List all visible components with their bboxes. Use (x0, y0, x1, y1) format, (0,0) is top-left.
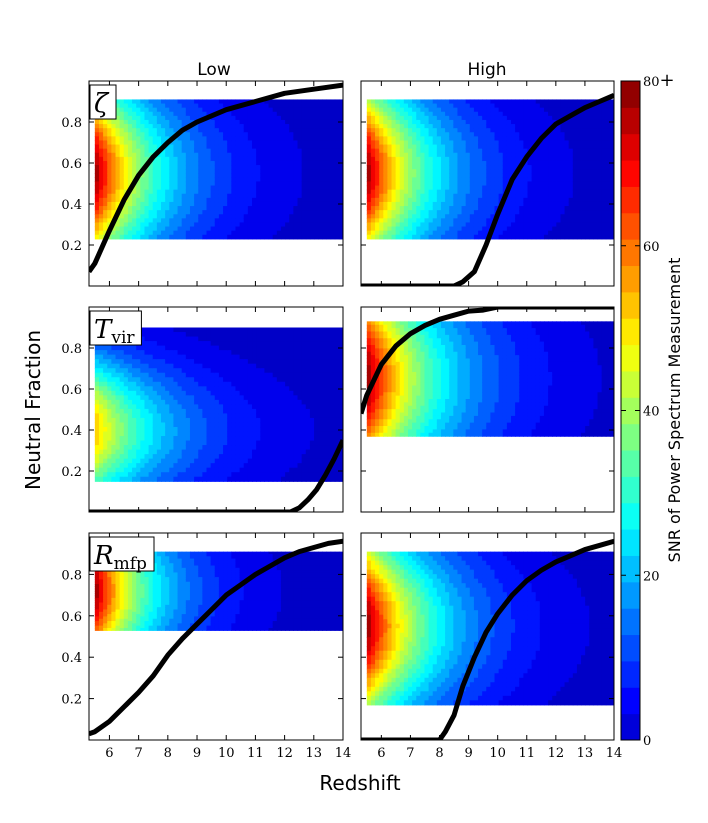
y-tick-label: 0.4 (61, 424, 82, 439)
y-tick-label: 0.8 (61, 568, 82, 583)
y-tick-label: 0.6 (61, 383, 82, 398)
x-tick-label: 9 (193, 746, 201, 761)
colorbar-title: SNR of Power Spectrum Measurement (665, 258, 684, 563)
x-tick-label: 9 (464, 746, 472, 761)
panel-r2-c0: 6 7 8 9 10 11 12 13 14 0.2 0.4 0.6 0.8 Rmfp (61, 532, 352, 761)
parameter-label-r2: Rmfp (89, 536, 155, 574)
colorbar-segment (621, 133, 640, 161)
panel-frame (88, 80, 344, 287)
colorbar-segment (621, 687, 640, 715)
colorbar: 0 20 40 60 80+ (620, 70, 675, 749)
neutral-fraction-curve (361, 307, 614, 415)
column-title-low: Low (197, 60, 231, 80)
colorbar-segment (621, 318, 640, 346)
colorbar-segment (621, 581, 640, 609)
y-tick-label: 0.2 (61, 239, 82, 254)
colorbar-segment (621, 634, 640, 662)
colorbar-tick-label: 40 (643, 405, 660, 420)
panel-frame (88, 532, 344, 741)
x-tick-label: 6 (377, 746, 385, 761)
parameter-label-r1: Tvir (89, 310, 142, 348)
x-tick-label: 7 (134, 746, 142, 761)
neutral-fraction-curve (89, 439, 343, 512)
y-tick-label: 0.8 (61, 116, 82, 131)
y-tick-label: 0.6 (61, 610, 82, 625)
x-tick-label: 14 (606, 746, 623, 761)
colorbar-segment (621, 370, 640, 398)
colorbar-segment (621, 529, 640, 556)
colorbar-segment (621, 476, 640, 504)
y-tick-label: 0.4 (61, 198, 82, 213)
x-tick-label: 7 (406, 746, 414, 761)
x-tick-label: 11 (518, 746, 535, 761)
colorbar-tick-label: 80+ (643, 70, 675, 91)
y-tick-label: 0.2 (61, 693, 82, 708)
colorbar-segment (621, 423, 640, 451)
neutral-fraction-curve (89, 82, 343, 274)
colorbar-segment (621, 555, 640, 583)
x-axis-title: Redshift (319, 771, 400, 795)
parameter-label-r0: ζ (89, 84, 117, 120)
panel-r1-c0: 0.2 0.4 0.6 0.8 Tvir (61, 306, 344, 513)
colorbar-segment (621, 502, 640, 530)
y-tick-label: 0.8 (61, 342, 82, 357)
y-tick-label: 0.2 (61, 465, 82, 480)
y-tick-label: 0.4 (61, 651, 82, 666)
panel-frame (360, 80, 615, 287)
neutral-fraction-curve (89, 538, 343, 737)
svg-text:ζ: ζ (94, 89, 110, 119)
colorbar-segment (621, 450, 640, 477)
y-axis-title: Neutral Fraction (21, 330, 45, 490)
panel-frame (88, 306, 344, 513)
column-title-high: High (467, 60, 506, 80)
panel-frame (360, 532, 615, 741)
x-tick-label: 10 (489, 746, 506, 761)
colorbar-segment (621, 107, 640, 135)
panel-r0-c1 (360, 80, 615, 287)
snr-contour-region (366, 321, 614, 437)
x-tick-label: 8 (164, 746, 172, 761)
panel-r2-c1: 6 7 8 9 10 11 12 13 14 (360, 532, 623, 761)
colorbar-segment (621, 239, 640, 267)
y-tick-label: 0.6 (61, 157, 82, 172)
x-tick-label: 6 (105, 746, 113, 761)
x-tick-label: 12 (548, 746, 565, 761)
colorbar-segment (621, 265, 640, 293)
snr-contour-region (94, 327, 343, 482)
colorbar-segment (621, 212, 640, 240)
snr-contour-region (366, 551, 614, 706)
colorbar-tick-label: 60 (643, 240, 660, 255)
panel-r1-c1 (360, 306, 615, 513)
x-tick-label: 13 (577, 746, 594, 761)
panel-frame (360, 306, 615, 513)
panel-grid: 0.2 0.4 0.6 0.8 ζ 0.2 0.4 0.6 0.8 Tvir 6 7 8 9 10 11 12 1… (61, 80, 623, 761)
colorbar-segment (621, 660, 640, 688)
snr-contour-region (94, 99, 343, 240)
colorbar-segment (621, 344, 640, 372)
x-tick-label: 14 (335, 746, 352, 761)
colorbar-segment (621, 291, 640, 319)
x-tick-label: 11 (247, 746, 264, 761)
neutral-fraction-curve (361, 538, 614, 740)
x-tick-label: 8 (435, 746, 443, 761)
colorbar-segment (621, 397, 640, 425)
colorbar-tick-label: 0 (643, 734, 651, 749)
panel-r0-c0: 0.2 0.4 0.6 0.8 ζ (61, 80, 344, 287)
x-tick-label: 10 (218, 746, 235, 761)
colorbar-segment (621, 186, 640, 214)
x-tick-label: 12 (276, 746, 293, 761)
neutral-fraction-curve (361, 93, 614, 286)
colorbar-segment (621, 160, 640, 187)
colorbar-segment (621, 81, 640, 108)
x-tick-label: 13 (306, 746, 323, 761)
colorbar-segment (621, 608, 640, 636)
colorbar-segment (621, 713, 640, 741)
snr-contour-region (366, 99, 614, 240)
colorbar-tick-label: 20 (643, 569, 660, 584)
